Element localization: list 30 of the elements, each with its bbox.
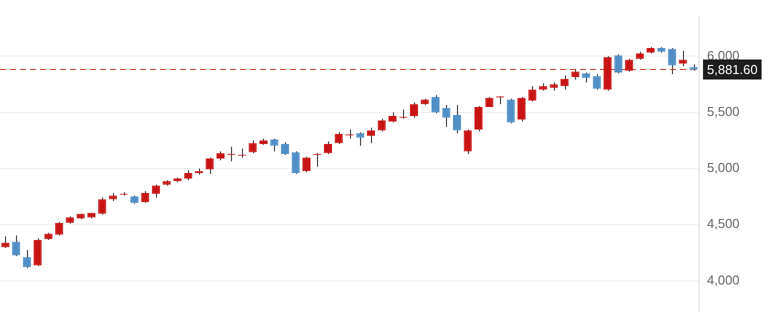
candlestick xyxy=(506,98,515,124)
candlestick xyxy=(98,196,106,216)
candlestick xyxy=(474,106,483,132)
candlestick xyxy=(34,238,42,267)
candlestick xyxy=(518,96,526,122)
ref-line-label: 5,881.60 xyxy=(707,62,758,78)
candlestick xyxy=(571,68,580,80)
candlestick xyxy=(248,140,257,154)
candlestick xyxy=(582,72,590,83)
candlestick xyxy=(560,74,569,90)
candlestick xyxy=(1,236,10,248)
candlestick xyxy=(184,170,192,181)
y-tick-label: 5,000 xyxy=(707,160,740,176)
candlestick xyxy=(366,127,376,144)
candlestick xyxy=(614,54,622,74)
y-tick-label: 4,500 xyxy=(707,216,740,232)
candlestick xyxy=(270,138,278,152)
y-tick-label: 4,000 xyxy=(707,272,740,288)
y-tick-label: 5,500 xyxy=(707,104,740,119)
candlestick xyxy=(356,132,364,146)
candlestick xyxy=(442,104,450,128)
candlestick xyxy=(432,94,440,114)
candlestick xyxy=(22,250,31,269)
candlestick xyxy=(152,184,160,198)
candlestick xyxy=(302,156,311,173)
candlestick xyxy=(12,235,20,257)
candlestick xyxy=(668,48,676,75)
candlestick xyxy=(464,129,472,155)
candlestick xyxy=(292,150,300,174)
candlestick xyxy=(453,104,462,134)
